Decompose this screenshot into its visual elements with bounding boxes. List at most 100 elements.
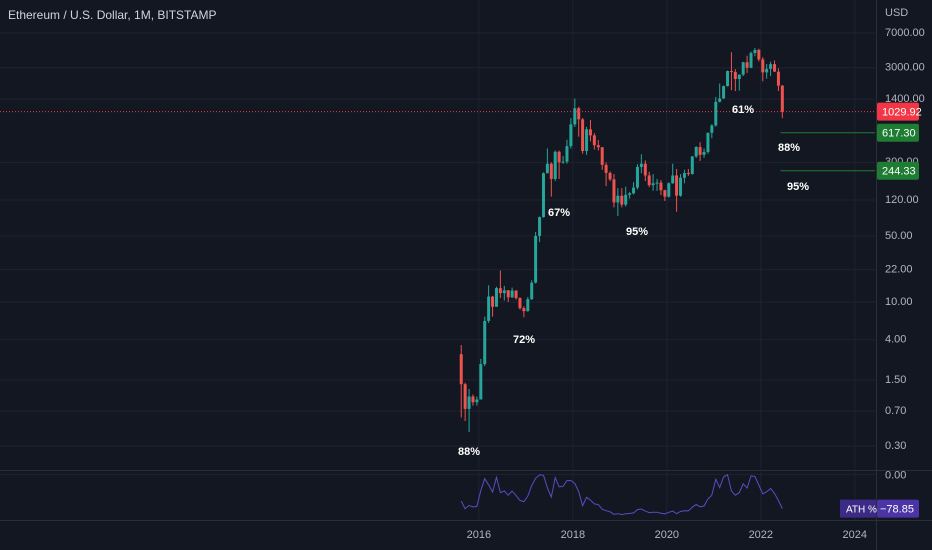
candle-body: [541, 173, 545, 218]
candle-body: [773, 64, 777, 72]
price-label: 244.33: [882, 166, 916, 178]
candle-body: [573, 108, 577, 125]
candle-body: [569, 124, 573, 147]
candle-body: [600, 147, 604, 165]
candle-body: [671, 175, 675, 184]
y-tick-label: 22.00: [885, 264, 913, 276]
candle-body: [604, 164, 608, 173]
candle-body: [491, 296, 495, 307]
candle-body: [549, 163, 553, 179]
price-label-box: [877, 102, 919, 121]
indicator-name-box: [840, 499, 876, 518]
candle-body: [565, 146, 569, 162]
annotation: 72%: [513, 334, 535, 346]
candle-body: [635, 166, 639, 188]
chart-title: Ethereum / U.S. Dollar, 1M, BITSTAMP: [8, 8, 217, 22]
candle-body: [608, 172, 612, 180]
candle-body: [769, 64, 773, 69]
candle-body: [639, 163, 643, 167]
candle-body: [733, 71, 737, 80]
candle-body: [510, 290, 514, 298]
candle-body: [592, 135, 596, 146]
candle-body: [502, 290, 506, 294]
y-tick-label: 1.50: [885, 374, 906, 386]
candle-body: [545, 163, 549, 174]
price-label: 617.30: [882, 128, 916, 140]
candle-body: [647, 175, 651, 186]
candle-body: [702, 151, 706, 155]
x-tick-label: 2022: [749, 529, 773, 541]
x-tick-label: 2020: [655, 529, 679, 541]
y-tick-label: 7000.00: [885, 27, 925, 39]
candle-body: [722, 86, 726, 99]
indicator-name: ATH %: [846, 504, 877, 515]
candle-body: [518, 298, 522, 309]
candle-body: [714, 101, 718, 126]
candle-body: [706, 132, 710, 152]
candle-body: [741, 62, 745, 75]
candle-body: [561, 161, 565, 163]
candle-body: [620, 195, 624, 205]
annotation: 67%: [548, 207, 570, 219]
price-label-box: [877, 123, 919, 142]
y-tick-label: 4.00: [885, 333, 906, 345]
indicator-value-box: [877, 499, 919, 518]
candle-body: [745, 62, 749, 68]
candle-body: [753, 49, 757, 53]
candle-body: [530, 282, 534, 300]
price-label-box: [877, 161, 919, 180]
x-tick-label: 2016: [467, 529, 491, 541]
candle-body: [698, 147, 702, 155]
candle-body: [459, 354, 463, 385]
indicator-line: [460, 474, 783, 516]
candle-body: [479, 364, 483, 400]
annotation: 88%: [458, 446, 480, 458]
annotation: 88%: [778, 142, 800, 154]
y-tick-label: 1400.00: [885, 93, 925, 105]
candle-body: [776, 71, 780, 86]
candle-body: [475, 399, 479, 403]
candle-body: [663, 190, 667, 197]
annotation: 95%: [626, 226, 648, 238]
y-tick-label: 120.00: [885, 194, 919, 206]
candle-body: [710, 125, 714, 133]
candle-body: [757, 49, 761, 60]
candle-body: [585, 129, 589, 152]
candle-body: [463, 384, 467, 409]
x-tick-label: 2018: [561, 529, 585, 541]
y-tick-label: 10.00: [885, 296, 913, 308]
candle-body: [632, 187, 636, 194]
candle-body: [667, 183, 671, 197]
candle-body: [643, 163, 647, 176]
candle-body: [761, 59, 765, 73]
candle-body: [577, 108, 581, 120]
price-label: 1029.92: [882, 107, 922, 119]
candle-body: [557, 151, 561, 163]
indicator-value: −78.85: [880, 504, 914, 516]
candle-body: [765, 68, 769, 73]
candle-body: [514, 290, 518, 299]
candle-body: [655, 182, 659, 184]
candle-body: [596, 145, 600, 148]
candle-body: [690, 156, 694, 174]
candle-body: [487, 296, 491, 321]
candle-body: [526, 299, 530, 312]
candle-body: [726, 71, 730, 87]
candle-body: [471, 396, 475, 403]
candle-body: [553, 151, 557, 179]
candle-body: [506, 290, 510, 298]
candle-body: [498, 288, 502, 294]
candle-body: [718, 98, 722, 102]
candle-body: [494, 288, 498, 307]
candle-body: [780, 85, 784, 112]
candle-body: [675, 175, 679, 196]
y-tick-label: 50.00: [885, 230, 913, 242]
candle-body: [467, 396, 471, 409]
axis-unit: USD: [885, 7, 908, 19]
candle-body: [624, 194, 628, 205]
y-tick-label: 0.70: [885, 405, 906, 417]
candle-body: [616, 195, 620, 203]
candle-body: [534, 235, 538, 283]
